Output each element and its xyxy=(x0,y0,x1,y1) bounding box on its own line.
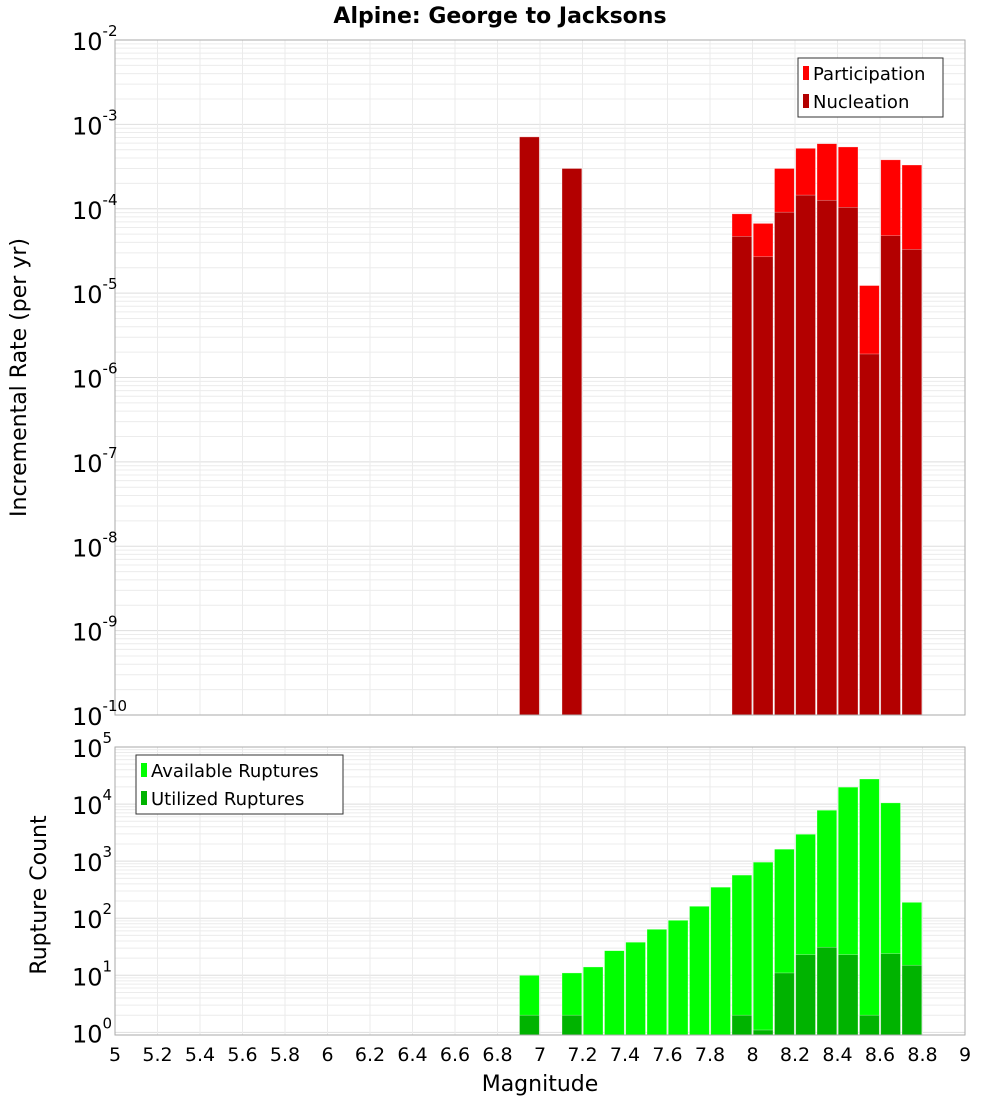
x-tick-label: 5.8 xyxy=(270,1044,300,1066)
x-tick-label: 8.8 xyxy=(907,1044,937,1066)
legend-swatch xyxy=(803,94,809,108)
bar xyxy=(859,353,880,716)
y-tick-label: 101 xyxy=(72,957,112,991)
bar xyxy=(752,861,774,1036)
x-tick-label: 8.4 xyxy=(822,1044,852,1066)
legend-label: Available Ruptures xyxy=(151,761,319,782)
bar xyxy=(859,1014,880,1036)
bar xyxy=(731,1014,753,1036)
y-tick-label: 105 xyxy=(72,729,112,763)
legend: Participation Nucleation xyxy=(797,57,944,118)
x-tick-label: 7.2 xyxy=(567,1044,597,1066)
bar xyxy=(731,874,753,1036)
x-tick-label: 9 xyxy=(959,1044,971,1066)
bar xyxy=(561,168,583,716)
y-tick-label: 100 xyxy=(72,1014,112,1048)
bar xyxy=(519,1014,540,1036)
x-tick-label: 6.2 xyxy=(355,1044,385,1066)
bar xyxy=(561,1014,583,1036)
bar xyxy=(816,946,838,1036)
y-tick-label: 102 xyxy=(72,900,112,934)
x-tick-label: 5 xyxy=(109,1044,121,1066)
gridlines xyxy=(114,40,966,716)
bar xyxy=(837,207,859,716)
x-tick-label: 8.6 xyxy=(865,1044,895,1066)
bar xyxy=(731,236,753,716)
y-tick-label: 103 xyxy=(72,843,112,877)
bar xyxy=(752,256,774,716)
bar xyxy=(816,199,838,716)
bar xyxy=(667,919,689,1036)
bar xyxy=(752,1029,774,1036)
bar xyxy=(774,211,795,716)
bar xyxy=(689,905,710,1036)
y-tick-label: 10-2 xyxy=(72,22,118,56)
plot-frame xyxy=(114,39,966,716)
legend-label: Utilized Ruptures xyxy=(151,789,304,810)
y-tick-label: 10-6 xyxy=(72,360,118,394)
bar xyxy=(795,194,816,716)
legend: Available Ruptures Utilized Ruptures xyxy=(135,754,344,815)
plot-panel-0: 10-10 10-9 10-8 10-7 10-6 10-5 10-4 10-3 10-2 Inc… xyxy=(7,22,966,731)
x-tick-label: 5.4 xyxy=(185,1044,215,1066)
plot-panel-1: 100 101 102 103 104 105 Rupture Count Available… xyxy=(27,729,966,1048)
y-tick-label: 10-3 xyxy=(72,106,118,140)
y-tick-label: 10-10 xyxy=(72,697,127,731)
y-tick-label: 10-9 xyxy=(72,613,118,647)
x-tick-label: 7 xyxy=(534,1044,546,1066)
y-tick-label: 10-8 xyxy=(72,528,118,562)
bar xyxy=(880,235,901,716)
x-axis-label: Magnitude xyxy=(482,1072,599,1097)
x-tick-label: 8.2 xyxy=(780,1044,810,1066)
bar xyxy=(604,950,625,1036)
legend-box xyxy=(797,57,944,118)
bar xyxy=(582,966,604,1036)
bar xyxy=(901,249,923,716)
bar xyxy=(646,928,668,1036)
legend-label: Nucleation xyxy=(813,92,909,113)
x-tick-label: 6 xyxy=(321,1044,333,1066)
x-tick-label: 7.8 xyxy=(695,1044,725,1066)
chart-title: Alpine: George to Jacksons xyxy=(333,4,666,29)
bar xyxy=(901,964,923,1036)
legend-swatch xyxy=(803,66,809,80)
series-utilized-ruptures xyxy=(519,946,923,1036)
bar xyxy=(795,954,816,1036)
bar xyxy=(519,136,540,716)
x-tick-label: 7.4 xyxy=(610,1044,640,1066)
x-tick-label: 6.4 xyxy=(397,1044,427,1066)
y-tick-label: 10-4 xyxy=(72,191,118,225)
bar xyxy=(837,954,859,1036)
bar xyxy=(880,953,901,1036)
x-tick-label: 6.8 xyxy=(482,1044,512,1066)
x-tick-label: 7.6 xyxy=(652,1044,682,1066)
bar xyxy=(625,941,646,1036)
plot-frame xyxy=(114,746,966,1036)
y-tick-label: 10-7 xyxy=(72,444,118,478)
y-axis-label: Rupture Count xyxy=(27,815,52,975)
y-tick-label: 10-5 xyxy=(72,275,118,309)
x-tick-label: 6.6 xyxy=(440,1044,470,1066)
legend-swatch xyxy=(141,791,147,805)
y-tick-label: 104 xyxy=(72,786,112,820)
legend-swatch xyxy=(141,763,147,777)
x-tick-label: 8 xyxy=(746,1044,758,1066)
bar xyxy=(710,886,731,1036)
y-axis-label: Incremental Rate (per yr) xyxy=(7,238,32,517)
legend-box xyxy=(135,754,344,815)
legend-label: Participation xyxy=(813,64,925,85)
bar xyxy=(859,778,880,1036)
bar xyxy=(774,972,795,1036)
x-tick-label: 5.2 xyxy=(142,1044,172,1066)
x-tick-label: 5.6 xyxy=(227,1044,257,1066)
